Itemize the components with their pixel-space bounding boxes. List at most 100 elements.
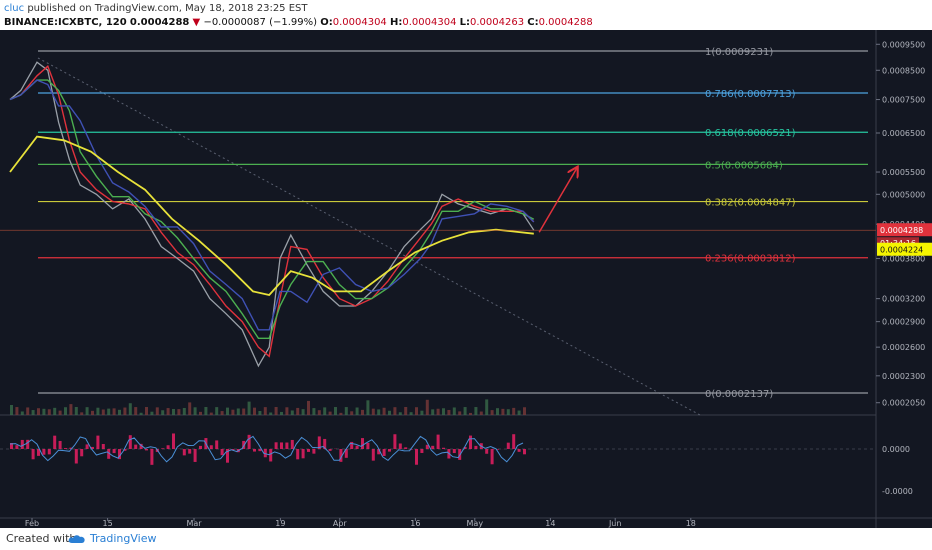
volume-bar	[188, 402, 192, 415]
time-tick-label: 18	[686, 519, 696, 528]
tradingview-cloud-icon	[68, 535, 85, 543]
volume-bar	[339, 412, 343, 415]
oscillator-bar	[523, 449, 526, 455]
price-tick-label: 0.0005000	[882, 190, 925, 199]
volume-bar	[150, 411, 154, 415]
ema-line	[9, 79, 535, 331]
oscillator-bar	[485, 449, 489, 454]
oscillator-bar	[328, 449, 332, 451]
oscillator-bar	[172, 433, 175, 449]
price-tick-label: 0.0003200	[882, 295, 925, 304]
oscillator-bar	[134, 444, 138, 449]
close-label: C:	[527, 17, 539, 28]
time-tick-label: May	[467, 519, 484, 528]
down-arrow-icon: ▼	[192, 17, 201, 28]
oscillator-bar	[58, 440, 62, 449]
volume-bar	[242, 408, 246, 415]
author-link[interactable]: cluc	[4, 3, 25, 14]
chart-area[interactable]: 1(0.0009231) 0.786(0.0007713) 0.618(0.0006…	[0, 30, 932, 528]
price-tick-label: 0.0006500	[882, 129, 925, 138]
price-tick-label: 0.0002600	[882, 343, 925, 352]
volume-bar	[220, 411, 224, 415]
oscillator-bar	[469, 435, 472, 449]
volume-bar	[10, 405, 13, 415]
oscillator-bar	[145, 449, 148, 451]
oscillator-bar	[339, 449, 343, 462]
projection-arrow	[538, 168, 577, 233]
oscillator-bar	[231, 449, 235, 451]
publish-info: published on TradingView.com, May 18, 20…	[27, 3, 308, 14]
volume-bar	[355, 407, 359, 415]
oscillator-bar	[112, 449, 116, 454]
oscillator-bar	[20, 439, 24, 449]
volume-bar	[398, 412, 402, 415]
volume-bar	[236, 408, 240, 415]
volume-bar	[69, 404, 73, 415]
low-value: 0.0004263	[470, 17, 525, 28]
time-tick-label: Mar	[186, 519, 202, 528]
oscillator-tick-label: -0.0000	[882, 487, 913, 496]
volume-bar	[280, 411, 283, 415]
volume-bar	[112, 408, 116, 415]
price-tick-label: 0.0007500	[882, 96, 925, 105]
oscillator-bar	[220, 449, 224, 456]
volume-bar	[447, 409, 451, 415]
oscillator-bar	[388, 449, 391, 452]
oscillator-bar	[317, 436, 321, 449]
volume-bar	[134, 407, 138, 415]
volume-bar	[328, 411, 332, 415]
high-value: 0.0004304	[402, 17, 457, 28]
symbol-label[interactable]: BINANCE:ICXBTC, 120	[4, 17, 127, 28]
volume-bar	[425, 399, 429, 415]
time-axis[interactable]: Feb 15 Mar 19 Apr 16 May 14 Jun 18	[25, 518, 696, 528]
volume-bar	[415, 407, 418, 415]
time-tick-label: Jun	[608, 519, 622, 528]
price-tick-label: 0.0002300	[882, 372, 925, 381]
oscillator-bar	[398, 443, 402, 449]
oscillator-bar	[161, 448, 165, 449]
oscillator-bar	[253, 449, 256, 452]
volume-bar	[31, 410, 35, 415]
time-tick-label: 15	[103, 519, 113, 528]
volume-bar	[155, 407, 159, 415]
oscillator-bar	[280, 442, 283, 449]
volume-bar	[371, 408, 375, 415]
oscillator-bar	[10, 443, 13, 449]
volume-bar	[479, 411, 483, 415]
sma-price-label: 0.0004224	[880, 246, 923, 255]
volume-bar	[301, 409, 305, 415]
oscillator-bar	[274, 442, 278, 449]
volume-bar	[91, 410, 94, 415]
oscillator-bar	[506, 442, 510, 449]
oscillator-bar	[258, 449, 262, 452]
volume-bar	[64, 407, 67, 415]
price-axis[interactable]: 0.0009500 0.0008500 0.0007500 0.0006500 0.00…	[876, 40, 932, 408]
oscillator-bar	[42, 449, 46, 455]
volume-bar	[58, 410, 62, 415]
fib-label: 0(0.0002137)	[705, 389, 773, 400]
volume-bar	[209, 412, 213, 415]
price-tick-label: 0.0003800	[882, 254, 925, 263]
ohlc-line: BINANCE:ICXBTC, 120 0.0004288 ▼ −0.00000…	[4, 17, 593, 28]
oscillator-bar	[404, 447, 408, 449]
volume-bar	[442, 408, 445, 415]
volume-bar	[118, 409, 121, 415]
oscillator-bar	[166, 445, 170, 449]
oscillator-bar	[37, 449, 40, 456]
tradingview-brand-link[interactable]: TradingView	[90, 532, 157, 545]
price-chart[interactable]: 1(0.0009231) 0.786(0.0007713) 0.618(0.0006…	[0, 30, 932, 528]
volume-bar	[485, 399, 489, 415]
last-price-label: 0.0004288	[880, 226, 923, 235]
oscillator-bar	[425, 444, 429, 449]
oscillator-bar	[490, 449, 494, 465]
price-tick-label: 0.0002050	[882, 399, 925, 408]
volume-bar	[96, 407, 100, 415]
oscillator-bar	[26, 439, 30, 449]
oscillator-bar	[442, 447, 445, 449]
oscillator-bar	[452, 449, 456, 454]
volume-bar	[323, 407, 327, 415]
footer: Created with TradingView	[0, 528, 932, 550]
price-tick-label: 0.0002900	[882, 318, 925, 327]
oscillator-pane: 0.0000 -0.0000	[0, 433, 913, 496]
volume-bar	[20, 411, 24, 415]
